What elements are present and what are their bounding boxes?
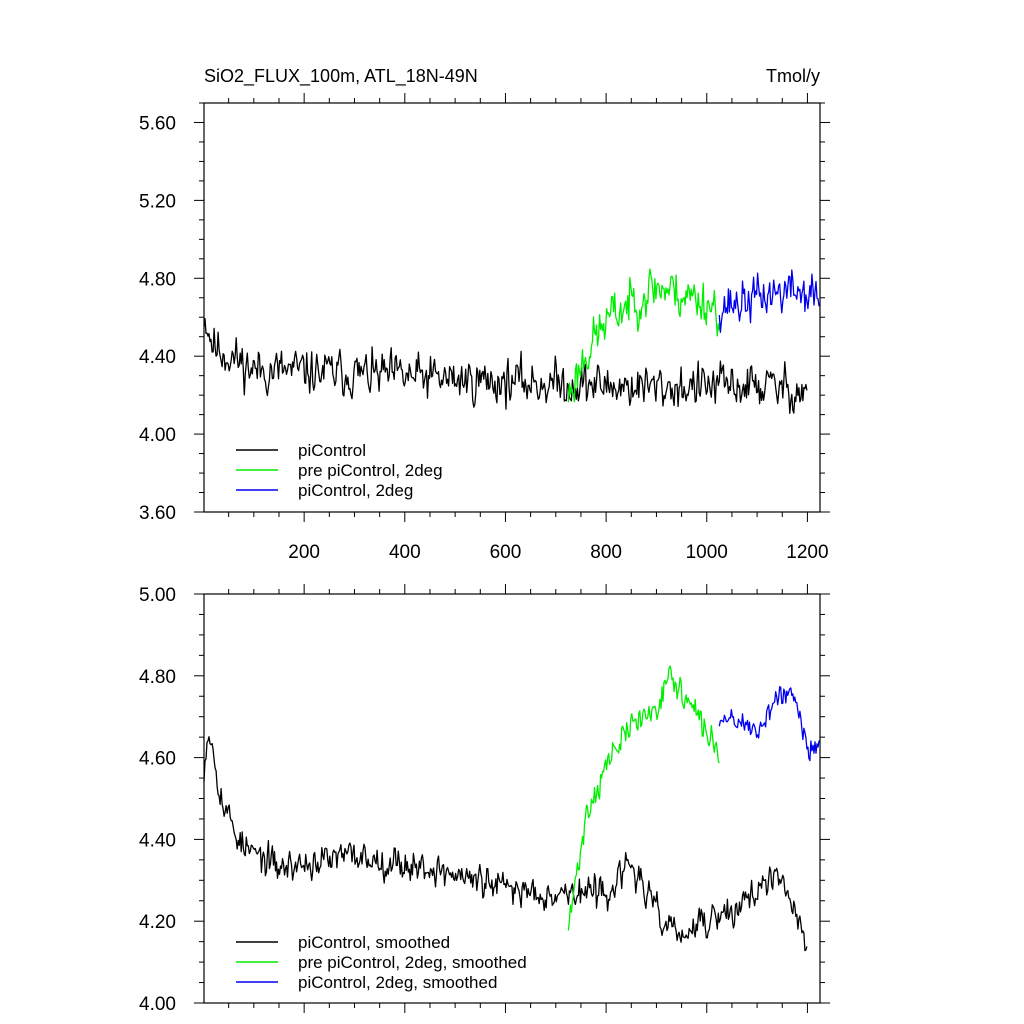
series-line-3: [718, 269, 821, 333]
x-tick-label: 400: [389, 542, 421, 563]
legend-label: piControl, smoothed: [298, 933, 450, 952]
plot-frame: [203, 102, 821, 513]
legend-label: pre piControl, 2deg: [298, 461, 443, 480]
legend-label: piControl: [298, 441, 366, 460]
top-panel: SiO2_FLUX_100m, ATL_18N-49N Tmol/y 200 40…: [139, 66, 830, 563]
series-line-1: [203, 317, 808, 414]
x-tick-label: 600: [490, 542, 522, 563]
bottom-panel: 4.00 4.20 4.40 4.60 4.80 5.00 piControl, smoo…: [139, 584, 830, 1015]
y-tick-label: 4.60: [139, 749, 176, 770]
y-tick-label: 4.40: [139, 347, 176, 368]
y-tick-label: 3.60: [139, 503, 176, 524]
series-line-2: [567, 268, 720, 403]
series-line-1: [203, 736, 808, 952]
legend-label: pre piControl, 2deg, smoothed: [298, 953, 527, 972]
y-tick-label: 5.20: [139, 191, 176, 212]
y-tick-label: 4.00: [139, 425, 176, 446]
y-tick-label: 4.40: [139, 830, 176, 851]
x-tick-label: 800: [590, 542, 622, 563]
legend-label: piControl, 2deg: [298, 481, 413, 500]
y-tick-label: 4.00: [139, 994, 176, 1015]
y-tick-label: 4.80: [139, 269, 176, 290]
legend-label: piControl, 2deg, smoothed: [298, 973, 497, 992]
units-label: Tmol/y: [766, 66, 820, 86]
x-tick-label: 200: [288, 542, 320, 563]
y-tick-label: 5.60: [139, 113, 176, 134]
y-tick-label: 4.80: [139, 667, 176, 688]
x-tick-label: 1000: [686, 542, 728, 563]
y-tick-label: 4.20: [139, 912, 176, 933]
plot-frame: [203, 593, 821, 1004]
series-line-2: [567, 665, 720, 931]
y-tick-label: 5.00: [139, 585, 176, 606]
x-tick-label: 1200: [786, 542, 828, 563]
chart-title: SiO2_FLUX_100m, ATL_18N-49N: [204, 66, 478, 87]
series-line-3: [718, 685, 821, 762]
